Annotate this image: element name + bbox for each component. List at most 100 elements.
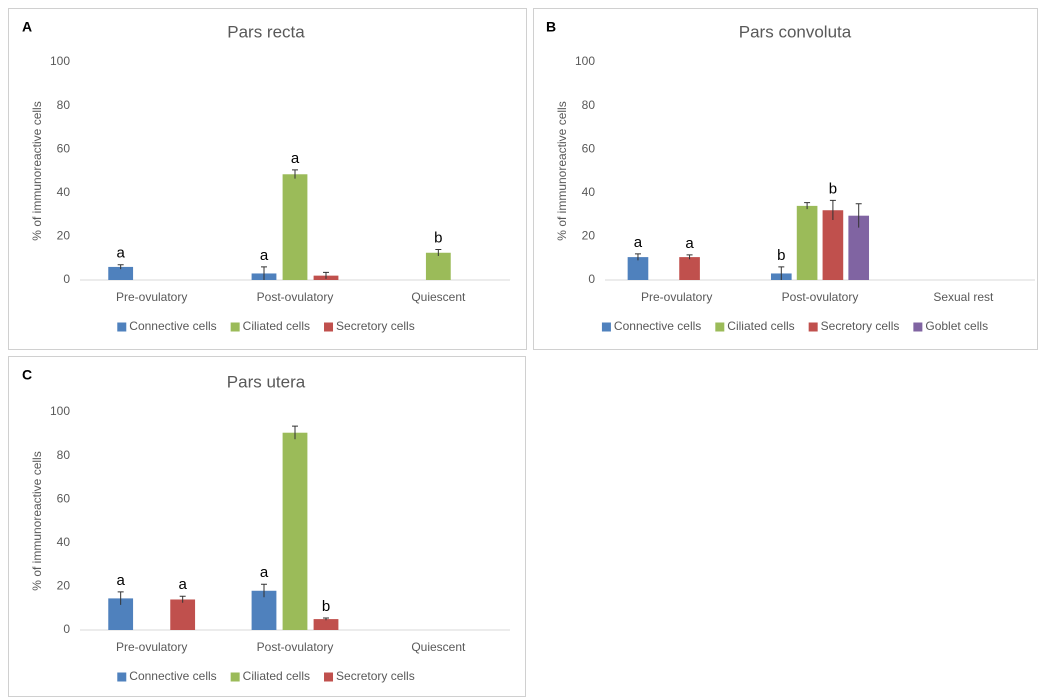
bar — [679, 257, 700, 280]
y-tick-label: 0 — [63, 272, 70, 286]
bar — [108, 266, 134, 280]
chart-title: Pars convoluta — [739, 22, 852, 41]
y-tick-label: 100 — [50, 404, 70, 418]
bar — [627, 257, 649, 280]
error-bar — [855, 203, 862, 228]
legend: Connective cells Ciliated cells Secretory … — [117, 669, 415, 683]
y-tick-label: 40 — [57, 535, 71, 549]
x-tick-label: Sexual rest — [933, 290, 994, 304]
x-tick-label: Post-ovulatory — [257, 640, 334, 654]
error-bar — [261, 583, 267, 598]
legend-swatch — [117, 672, 127, 682]
chart-title: Pars recta — [227, 22, 305, 41]
significance-label: a — [116, 572, 125, 589]
legend-label: Ciliated cells — [243, 319, 310, 333]
bar — [282, 432, 308, 630]
significance-label: a — [178, 576, 187, 593]
legend: Connective cells Ciliated cells Secretory … — [117, 319, 415, 333]
y-tick-label: 40 — [57, 185, 71, 199]
legend-swatch — [601, 322, 611, 332]
bar — [822, 210, 844, 280]
y-tick-label: 20 — [582, 229, 596, 243]
panel-label: B — [546, 19, 556, 35]
error-bar — [117, 591, 124, 605]
legend-swatch — [324, 672, 334, 682]
y-tick-label: 60 — [582, 141, 596, 155]
significance-label: b — [777, 247, 785, 264]
panel-frame — [8, 8, 527, 350]
significance-label: a — [685, 235, 694, 252]
y-tick-label: 80 — [57, 98, 71, 112]
y-axis-label: % of immunoreactive cells — [30, 101, 44, 240]
legend-swatch — [715, 322, 725, 332]
legend-swatch — [117, 322, 127, 332]
significance-label: a — [260, 564, 269, 581]
legend-label: Ciliated cells — [727, 319, 794, 333]
error-bar — [778, 266, 785, 280]
error-bar — [323, 617, 329, 621]
y-tick-label: 60 — [57, 491, 71, 505]
panel-frame — [533, 8, 1038, 350]
bar — [313, 619, 339, 630]
y-tick-label: 0 — [63, 622, 70, 636]
x-tick-label: Quiescent — [411, 640, 466, 654]
y-axis-label: % of immunoreactive cells — [30, 451, 44, 590]
y-tick-label: 20 — [57, 579, 71, 593]
bar — [170, 599, 196, 630]
y-tick-label: 20 — [57, 229, 71, 243]
legend-swatch — [913, 322, 923, 332]
bar — [282, 174, 308, 280]
significance-label: a — [260, 247, 269, 264]
panel-label: C — [22, 367, 32, 383]
bar — [796, 205, 818, 280]
y-tick-label: 100 — [50, 54, 70, 68]
legend-swatch — [230, 672, 240, 682]
significance-label: b — [322, 598, 330, 615]
error-bar — [435, 248, 442, 257]
error-bar — [261, 266, 267, 280]
significance-label: a — [116, 245, 125, 262]
y-tick-label: 80 — [582, 98, 596, 112]
error-bar — [292, 169, 298, 179]
legend-label: Goblet cells — [925, 319, 988, 333]
x-tick-label: Pre-ovulatory — [116, 640, 187, 654]
legend-label: Secretory cells — [336, 319, 415, 333]
legend: Connective cells Ciliated cells Secretory … — [601, 319, 988, 333]
error-bar — [292, 425, 298, 440]
significance-label: b — [434, 229, 442, 246]
x-tick-label: Post-ovulatory — [257, 290, 334, 304]
legend-label: Connective cells — [614, 319, 701, 333]
legend-swatch — [324, 322, 334, 332]
x-tick-label: Quiescent — [411, 290, 466, 304]
y-tick-label: 100 — [575, 54, 595, 68]
bar — [848, 215, 870, 280]
error-bar — [686, 254, 693, 260]
legend-swatch — [808, 322, 818, 332]
y-tick-label: 0 — [588, 272, 595, 286]
x-tick-label: Post-ovulatory — [782, 290, 859, 304]
bar — [425, 252, 451, 280]
legend-label: Connective cells — [129, 669, 216, 683]
y-tick-label: 40 — [582, 185, 596, 199]
y-tick-label: 80 — [57, 448, 71, 462]
legend-label: Secretory cells — [336, 669, 415, 683]
legend-label: Connective cells — [129, 319, 216, 333]
error-bar — [179, 595, 186, 603]
chart-title: Pars utera — [227, 372, 306, 391]
error-bar — [117, 264, 124, 270]
error-bar — [829, 199, 836, 221]
y-axis-label: % of immunoreactive cells — [555, 101, 569, 240]
x-tick-label: Pre-ovulatory — [641, 290, 712, 304]
panel-frame — [8, 356, 526, 697]
legend-label: Secretory cells — [821, 319, 900, 333]
legend-swatch — [230, 322, 240, 332]
legend-label: Ciliated cells — [243, 669, 310, 683]
x-tick-label: Pre-ovulatory — [116, 290, 187, 304]
significance-label: a — [634, 234, 643, 251]
error-bar — [323, 271, 329, 279]
error-bar — [804, 202, 811, 210]
y-tick-label: 60 — [57, 141, 71, 155]
panel-label: A — [22, 19, 32, 35]
